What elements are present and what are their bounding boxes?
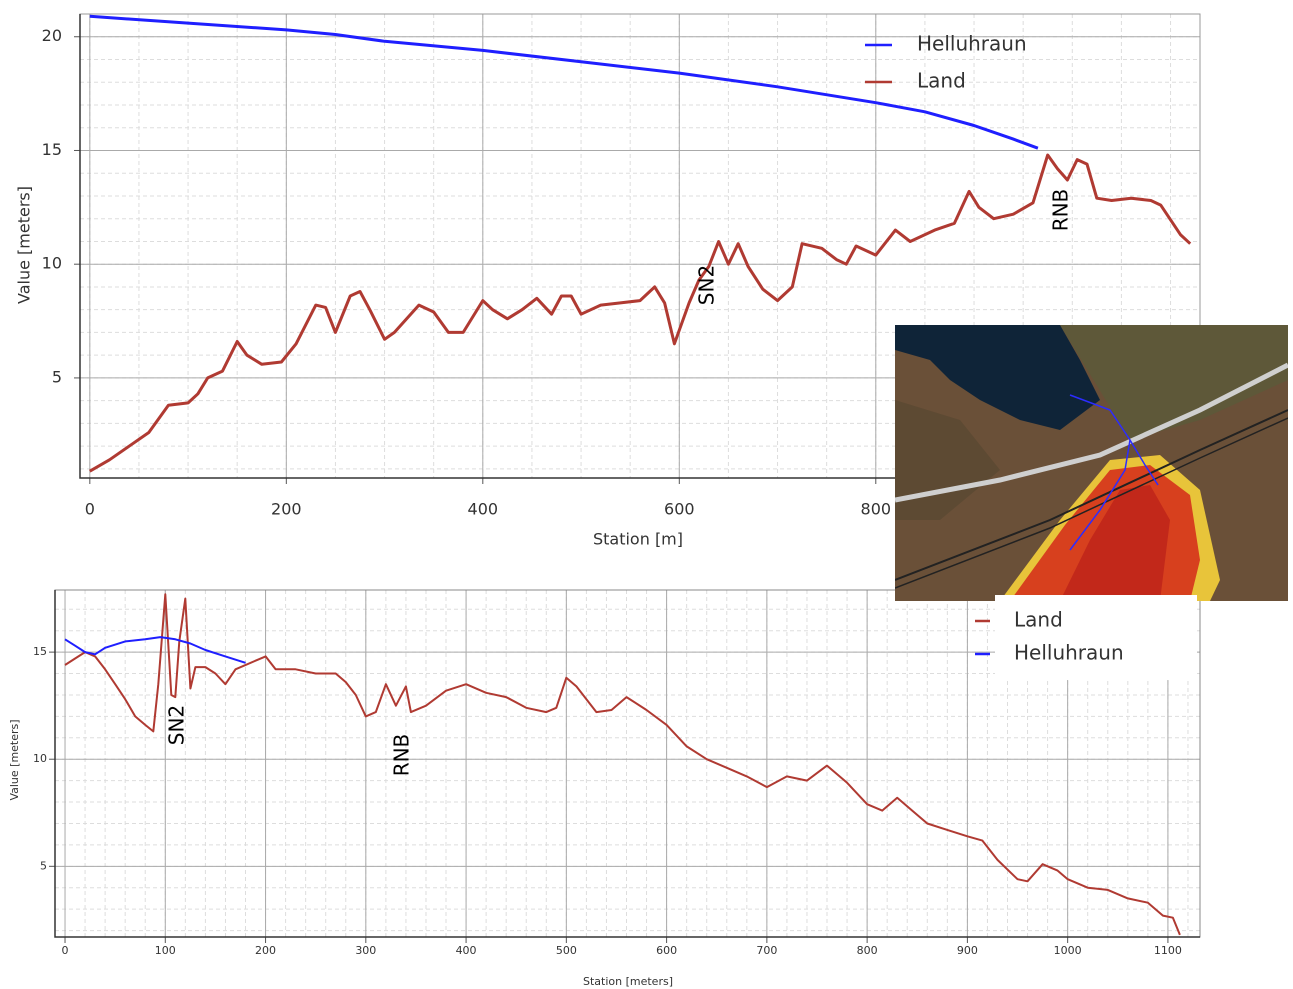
x-tick-label: 400: [468, 500, 499, 519]
y-tick-label: 15: [42, 140, 62, 159]
y-axis-title: Value [meters]: [8, 719, 21, 800]
x-tick-label: 100: [155, 944, 176, 957]
x-tick-label: 200: [271, 500, 302, 519]
map-inset: [895, 325, 1288, 601]
x-tick-label: 0: [85, 500, 95, 519]
x-axis-title: Station [meters]: [583, 975, 673, 988]
x-tick-label: 800: [861, 500, 892, 519]
series-line: [65, 637, 246, 663]
annotation: SN2: [165, 705, 189, 745]
y-tick-label: 15: [33, 645, 47, 658]
x-tick-label: 600: [656, 944, 677, 957]
x-tick-label: 0: [62, 944, 69, 957]
annotation: RNB: [390, 734, 414, 777]
y-tick-label: 10: [42, 254, 62, 273]
x-tick-label: 1100: [1154, 944, 1182, 957]
x-tick-label: 300: [355, 944, 376, 957]
x-tick-label: 200: [255, 944, 276, 957]
page: 0 200 400 600 800 5 10 15 20 Station [m] Value [me…: [0, 0, 1293, 989]
legend-label: Helluhraun: [1014, 641, 1124, 665]
x-tick-label: 1000: [1054, 944, 1082, 957]
y-tick-label: 20: [42, 26, 62, 45]
x-tick-label: 800: [857, 944, 878, 957]
legend-label: Helluhraun: [917, 32, 1027, 56]
x-tick-label: 500: [556, 944, 577, 957]
legend-label: Land: [1014, 608, 1063, 632]
y-tick-label: 5: [40, 859, 47, 872]
y-axis-title: Value [meters]: [15, 186, 34, 304]
x-axis-title: Station [m]: [593, 530, 683, 549]
legend-bottom: Land Helluhraun: [975, 595, 1197, 680]
annotation: SN2: [695, 265, 719, 305]
x-tick-label: 700: [756, 944, 777, 957]
x-tick-label: 900: [957, 944, 978, 957]
x-tick-label: 600: [664, 500, 695, 519]
y-tick-label: 5: [52, 367, 62, 386]
annotation: RNB: [1049, 189, 1073, 232]
x-tick-label: 400: [456, 944, 477, 957]
legend-label: Land: [917, 69, 966, 93]
y-tick-label: 10: [33, 752, 47, 765]
